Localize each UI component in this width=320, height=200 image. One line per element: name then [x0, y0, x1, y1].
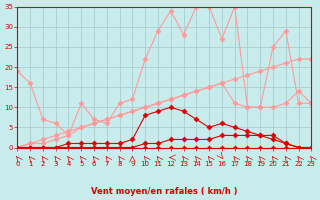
X-axis label: Vent moyen/en rafales ( km/h ): Vent moyen/en rafales ( km/h )	[91, 187, 238, 196]
